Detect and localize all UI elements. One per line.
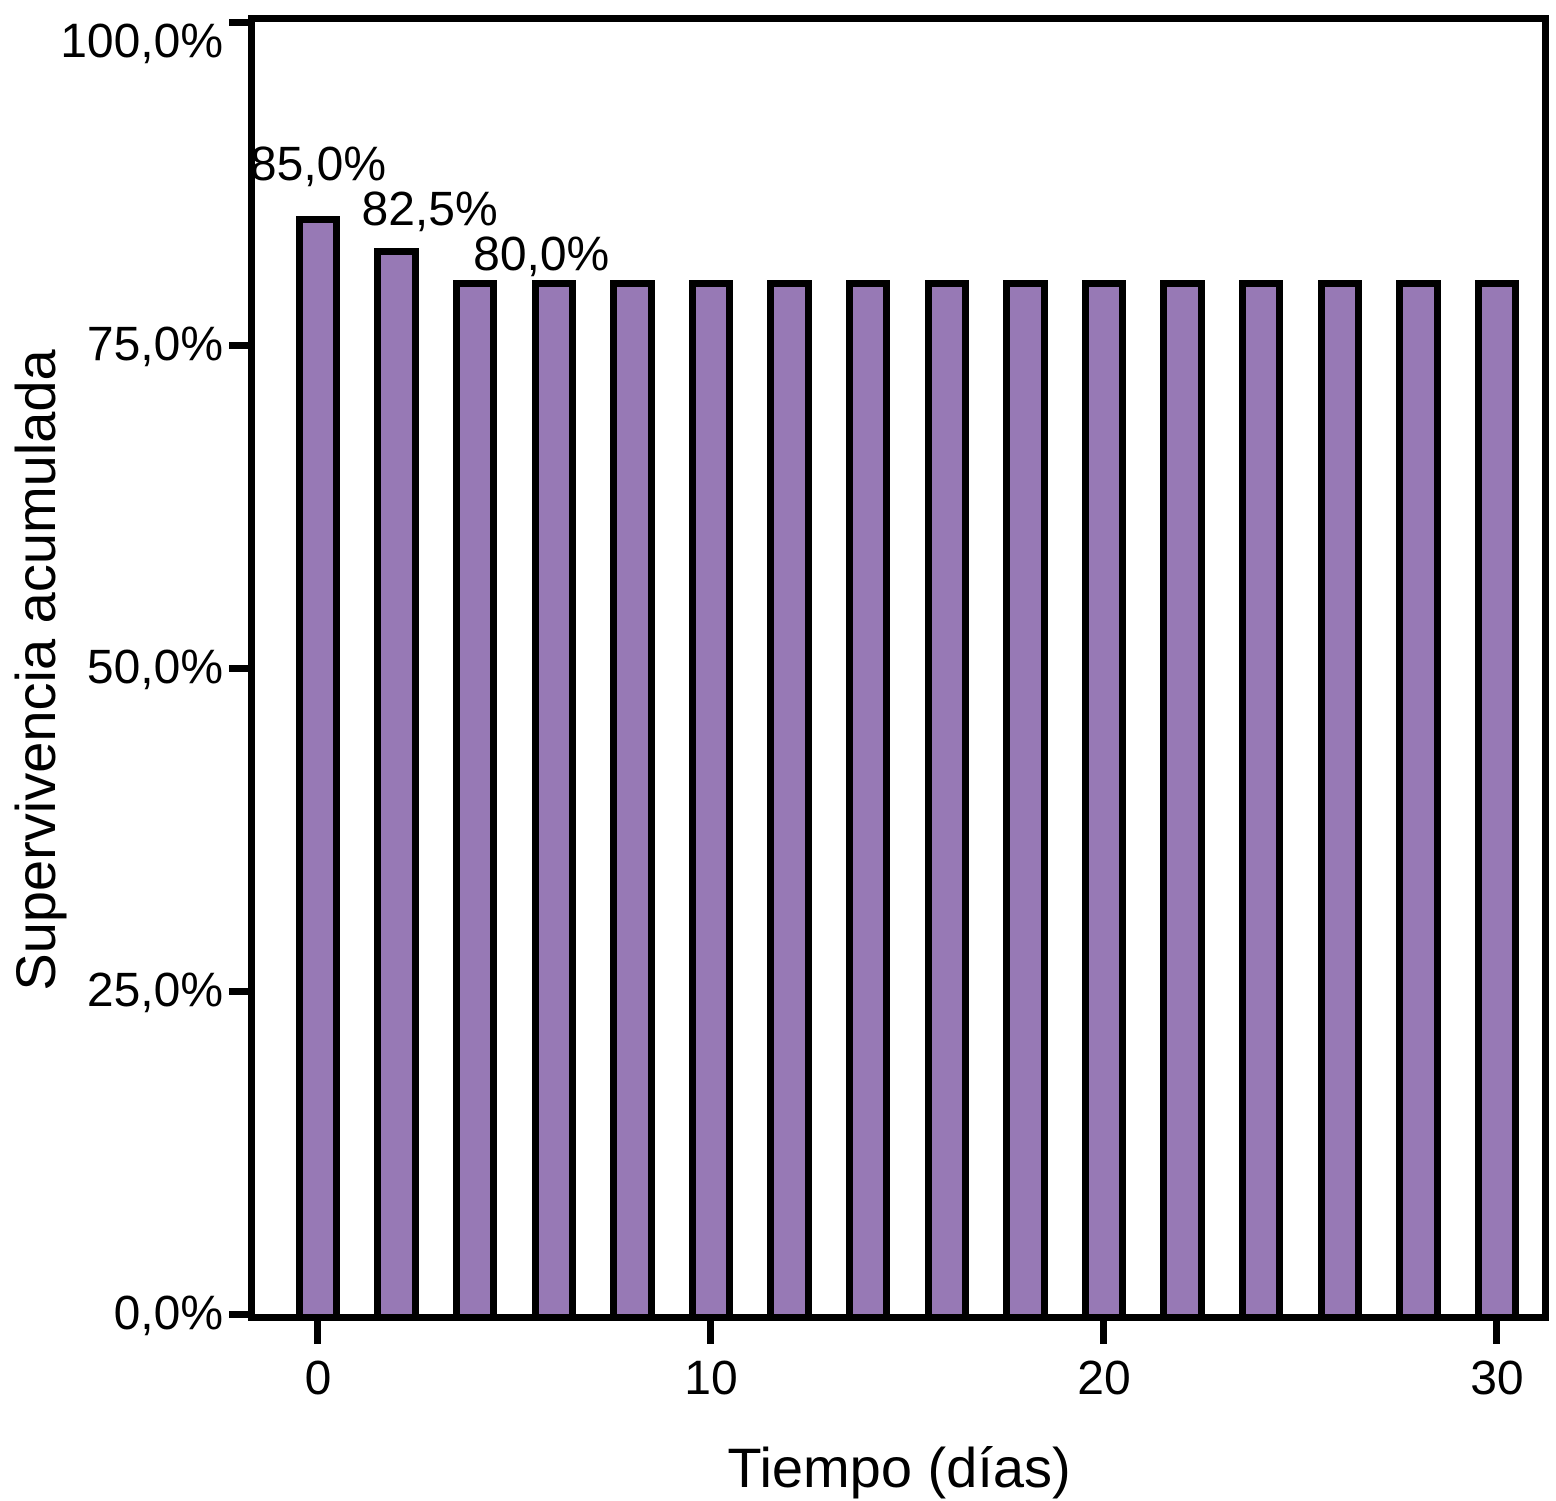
bar-day-16 (924, 280, 969, 1314)
x-tick-mark (707, 1314, 715, 1344)
y-tick-label: 75,0% (86, 318, 223, 371)
bar-day-30 (1474, 280, 1520, 1314)
y-tick-mark (229, 664, 255, 672)
x-tick-label: 0 (304, 1352, 332, 1405)
x-tick-mark (1493, 1314, 1501, 1344)
x-tick-label: 10 (684, 1352, 738, 1405)
bar-day-18 (1003, 280, 1048, 1314)
y-tick-label: 50,0% (86, 641, 223, 694)
bar-day-6 (531, 280, 576, 1314)
bar-day-12 (767, 280, 812, 1314)
bar-day-10 (688, 280, 734, 1314)
bar-day-24 (1238, 280, 1284, 1314)
x-tick-mark (314, 1314, 322, 1344)
y-tick-label: 25,0% (86, 964, 223, 1017)
bar-day-4 (452, 280, 498, 1314)
bar-day-26 (1317, 280, 1362, 1314)
bar-day-0 (295, 215, 341, 1314)
bar-day-28 (1396, 280, 1441, 1314)
y-tick-mark (229, 341, 255, 349)
y-tick-label: 0,0% (113, 1287, 223, 1340)
x-tick-mark (1100, 1314, 1108, 1344)
y-tick-mark (229, 987, 255, 995)
bar-day-22 (1160, 280, 1205, 1314)
bar-value-label: 80,0% (473, 228, 610, 282)
x-tick-label: 30 (1470, 1352, 1524, 1405)
bar-day-20 (1081, 280, 1127, 1314)
y-tick-mark (229, 1310, 255, 1318)
x-tick-label: 20 (1077, 1352, 1131, 1405)
x-axis-title: Tiempo (días) (727, 1436, 1071, 1499)
y-axis-title: Supervivencia acumulada (4, 349, 67, 991)
bar-day-14 (845, 280, 891, 1314)
bar-value-label: 82,5% (361, 183, 498, 237)
bar-value-label: 85,0% (249, 137, 387, 191)
bar-day-8 (610, 280, 655, 1314)
bar-day-2 (374, 248, 419, 1314)
y-tick-label: 100,0% (60, 15, 223, 68)
y-tick-mark (229, 18, 255, 26)
